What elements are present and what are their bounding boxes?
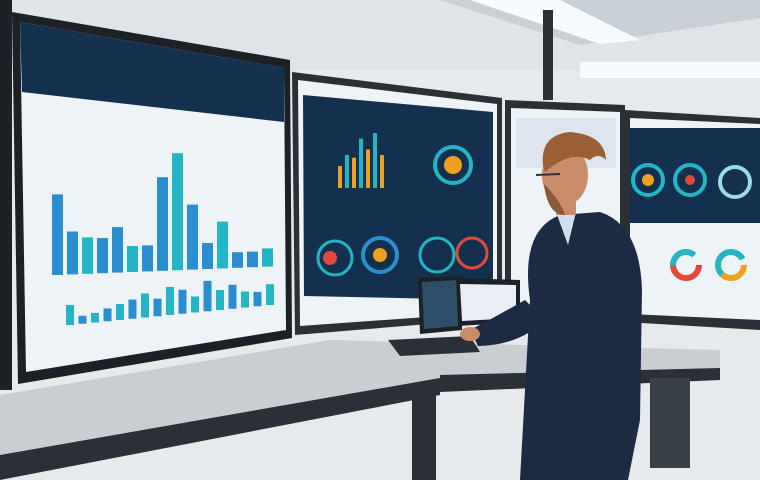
left-upper-bar-chart	[52, 153, 273, 275]
ceiling-light-2	[580, 62, 760, 78]
bar	[266, 284, 274, 305]
bar	[253, 291, 262, 307]
bar	[202, 243, 213, 269]
bar	[232, 252, 243, 268]
bar	[366, 149, 370, 188]
bar	[157, 177, 168, 271]
bar	[380, 155, 384, 188]
bar	[166, 287, 174, 315]
bar	[338, 166, 342, 188]
bar	[112, 227, 123, 273]
bar	[345, 155, 349, 188]
bar	[153, 298, 162, 317]
desk-cabinet	[650, 378, 690, 468]
gauge-icon	[631, 163, 752, 199]
ceiling-pole	[543, 10, 553, 100]
bar	[66, 305, 74, 325]
bar	[352, 157, 356, 188]
desk-edge	[0, 378, 440, 480]
bar	[82, 237, 93, 274]
laptop-icon	[388, 276, 480, 356]
bar	[187, 204, 198, 270]
person	[460, 132, 642, 480]
bar	[52, 194, 63, 275]
bar	[142, 245, 153, 272]
bar	[97, 238, 108, 274]
far-left-monitor-edge	[0, 0, 12, 390]
bar	[241, 291, 249, 308]
desk-leg	[412, 392, 436, 480]
bar	[178, 289, 187, 314]
bar	[262, 248, 273, 267]
bar	[228, 284, 237, 309]
left-monitor-header	[20, 22, 284, 122]
bar	[203, 280, 212, 312]
bar	[103, 308, 112, 322]
bar	[141, 293, 149, 318]
bar	[373, 133, 377, 188]
bar	[78, 315, 87, 324]
ceiling-light	[470, 0, 640, 44]
gauge-icon	[316, 145, 489, 277]
bar	[217, 221, 228, 269]
bar	[67, 231, 78, 275]
middle-monitor-dashboard	[303, 95, 493, 300]
bar	[127, 246, 138, 272]
bar	[247, 251, 258, 268]
bar	[116, 304, 124, 320]
donut-chart-icon	[670, 249, 747, 281]
bar	[172, 153, 183, 271]
left-lower-bar-chart	[66, 280, 274, 325]
bar	[359, 138, 363, 188]
bar	[216, 290, 224, 310]
bar	[128, 299, 137, 319]
middle-bar-chart	[338, 133, 384, 188]
bar	[191, 296, 199, 313]
bar	[91, 312, 99, 323]
